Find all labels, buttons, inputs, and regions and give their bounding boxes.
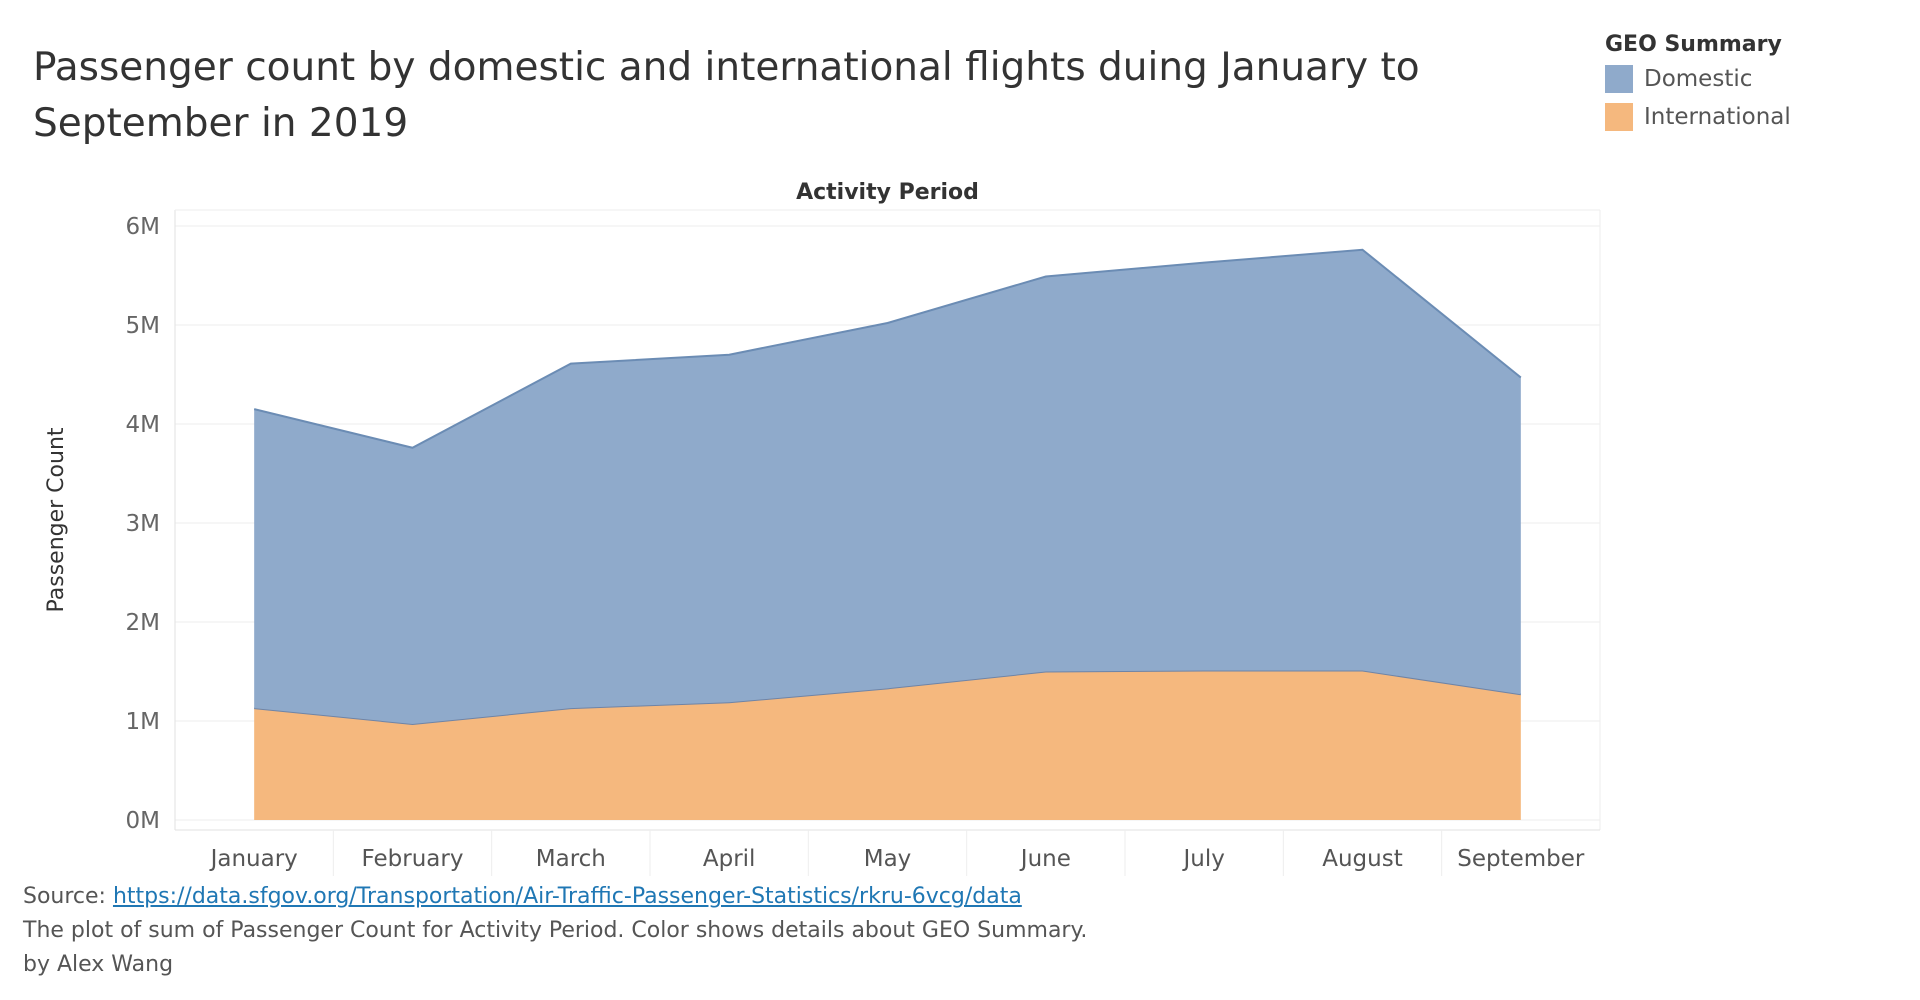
legend-label-domestic: Domestic xyxy=(1644,66,1753,92)
x-tick-label: July xyxy=(1181,846,1224,872)
x-tick-label: August xyxy=(1322,846,1403,872)
y-axis-label: Passenger Count xyxy=(44,427,69,612)
x-tick-label: September xyxy=(1457,846,1585,872)
legend-title: GEO Summary xyxy=(1605,32,1782,57)
data-point-domestic xyxy=(728,353,731,356)
legend-label-international: International xyxy=(1644,104,1791,130)
area-edge-domestic xyxy=(253,248,1522,449)
author-credit: by Alex Wang xyxy=(23,952,174,977)
y-tick-label: 3M xyxy=(126,511,160,537)
y-tick-label: 1M xyxy=(126,709,160,735)
data-point-domestic xyxy=(1361,248,1364,251)
data-point-domestic xyxy=(886,322,889,325)
data-point-domestic xyxy=(1203,261,1206,264)
y-tick-label: 6M xyxy=(126,214,160,240)
legend-swatch-domestic xyxy=(1605,65,1633,93)
data-point-domestic xyxy=(569,362,572,365)
y-tick-label: 5M xyxy=(126,313,160,339)
x-tick-label: March xyxy=(536,846,606,872)
data-point-domestic xyxy=(1519,376,1522,379)
source-link[interactable]: https://data.sfgov.org/Transportation/Ai… xyxy=(112,884,1022,909)
source-line: Source: https://data.sfgov.org/Transport… xyxy=(23,880,1323,914)
y-tick-label: 0M xyxy=(126,808,160,834)
legend-swatch-international xyxy=(1605,103,1633,131)
data-point-domestic xyxy=(253,408,256,411)
legend-item-international[interactable]: International xyxy=(1605,98,1885,136)
y-tick-label: 2M xyxy=(126,610,160,636)
data-point-domestic xyxy=(1044,275,1047,278)
x-axis-label: Activity Period xyxy=(796,180,979,205)
legend-item-domestic[interactable]: Domestic xyxy=(1605,60,1885,98)
legend: GEO Summary Domestic International xyxy=(1605,30,1885,136)
chart-description: The plot of sum of Passenger Count for A… xyxy=(23,918,1088,943)
area-international xyxy=(254,670,1521,820)
footer: Source: https://data.sfgov.org/Transport… xyxy=(23,880,1323,982)
x-tick-label: February xyxy=(362,846,464,872)
y-tick-label: 4M xyxy=(126,412,160,438)
data-point-domestic xyxy=(411,446,414,449)
chart-title: Passenger count by domestic and internat… xyxy=(33,45,1420,146)
x-tick-label: June xyxy=(1019,846,1071,872)
x-tick-label: January xyxy=(209,846,298,872)
x-tick-label: April xyxy=(703,846,756,872)
source-prefix: Source: xyxy=(23,884,113,909)
x-tick-label: May xyxy=(864,846,912,872)
area-domestic xyxy=(254,249,1521,724)
